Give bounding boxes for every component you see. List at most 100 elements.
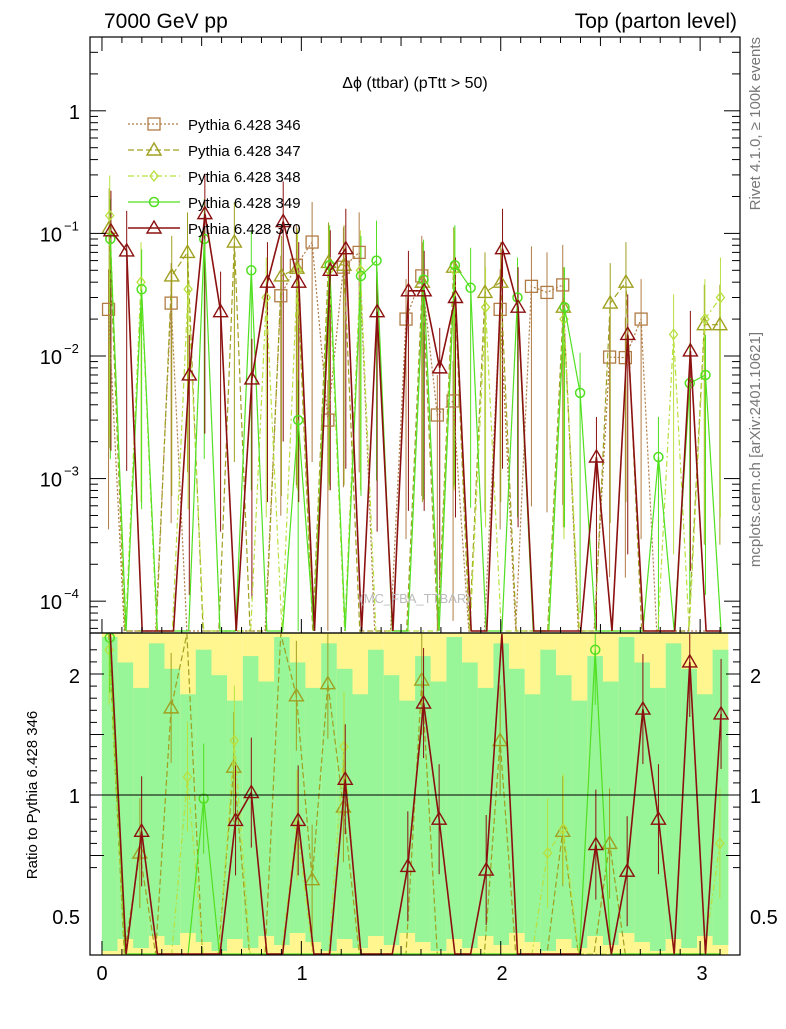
- ratio-point-s370-39: [712, 705, 730, 720]
- ratio-band-green-18: [383, 675, 400, 945]
- point-s347-24: [476, 284, 494, 299]
- ratio-point-s348-28: [542, 847, 553, 860]
- legend-marker-s347: [145, 141, 163, 156]
- ratio-band-green-7: [211, 675, 228, 951]
- main-y-tick-exp-10^-1: −1: [64, 218, 79, 233]
- ratio-band-green-28: [540, 649, 557, 951]
- ratio-band-green-24: [477, 687, 494, 936]
- ratio-band-green-14: [321, 643, 337, 951]
- ratio-band-green-23: [462, 662, 478, 948]
- main-y-tick-exp-10^-3: −3: [64, 464, 79, 479]
- ratio-point-s347-25: [491, 732, 509, 747]
- point-s347-8: [226, 233, 243, 248]
- x-tick-label-3: 3: [696, 963, 707, 985]
- point-s347-32: [601, 294, 619, 309]
- point-s370-22: [447, 289, 464, 304]
- ratio-point-s348-8: [229, 734, 240, 747]
- ratio-point-s370-35: [650, 810, 667, 825]
- point-s348-10: [261, 291, 272, 304]
- legend-label-s346: Pythia 6.428 346: [188, 117, 301, 134]
- ratio-band-green-2: [133, 687, 149, 948]
- point-s349-2: [136, 284, 147, 295]
- point-s348-38: [700, 313, 710, 326]
- ratio-series-group: [104, 632, 730, 955]
- x-tick-label-1: 1: [296, 963, 307, 985]
- ratio-band-green-8: [227, 700, 243, 939]
- x-tick-label-2: 2: [496, 963, 507, 985]
- chart-title: Δϕ (ttbar) (pTtt > 50): [342, 75, 487, 92]
- point-s370-19: [400, 282, 417, 297]
- legend-label-s348: Pythia 6.428 348: [188, 169, 301, 186]
- point-s348-2: [136, 276, 146, 289]
- point-s370-12: [290, 273, 307, 288]
- point-s370-11: [274, 213, 292, 228]
- point-s346-0: [101, 302, 116, 317]
- point-s346-33: [618, 350, 632, 365]
- point-s346-29: [556, 278, 570, 292]
- ratio-point-s370-21: [430, 810, 448, 825]
- point-s370-0: [102, 222, 120, 237]
- point-s349-29: [559, 301, 570, 313]
- ratio-band-green-3: [148, 643, 165, 936]
- ratio-point-s348-0: [104, 643, 114, 656]
- point-s346-13: [305, 235, 319, 249]
- ratio-point-s348-15: [339, 740, 349, 753]
- point-s370-17: [368, 303, 386, 318]
- ratio-point-s347-12: [288, 687, 305, 702]
- point-s348-16: [355, 264, 366, 277]
- point-s347-39: [711, 316, 729, 331]
- legend-label-s370: Pythia 6.428 370: [188, 221, 301, 238]
- ratio-point-s347-2: [131, 844, 149, 859]
- ratio-band-green-38: [697, 694, 713, 936]
- series-line-s347: [108, 228, 720, 632]
- ratio-y-tick-0.5: 0.5: [52, 907, 80, 929]
- ratio-point-s347-20: [413, 671, 430, 686]
- ratio-band-green-33: [618, 637, 635, 933]
- main-series-group: [100, 205, 729, 632]
- ratio-band-green-17: [368, 649, 384, 936]
- point-s349-23: [465, 282, 476, 294]
- side-label-bottom: mcplots.cern.ch [arXiv:2401.10621]: [747, 332, 764, 567]
- point-s349-9: [246, 265, 257, 276]
- legend-marker-s370: [145, 219, 163, 234]
- legend-marker-s348: [149, 169, 159, 183]
- point-s349-35: [653, 451, 664, 463]
- point-s346-27: [524, 279, 539, 293]
- point-s349-12: [292, 414, 304, 426]
- ratio-point-s370-31: [587, 836, 605, 851]
- point-s370-15: [337, 240, 355, 255]
- ratio-y-tick-2: 2: [69, 666, 80, 688]
- point-s370-10: [259, 273, 276, 288]
- header-left: 7000 GeV pp: [104, 10, 228, 33]
- ratio-point-s370-12: [289, 812, 307, 827]
- point-s349-30: [574, 387, 586, 399]
- ratio-y-axis-label: Ratio to Pythia 6.428 346: [24, 711, 41, 879]
- ratio-series-s349: [104, 632, 721, 955]
- ratio-series-s370: [109, 633, 730, 955]
- ratio-band-green-37: [681, 668, 698, 948]
- legend-marker-s346: [147, 117, 161, 131]
- point-s346-28: [540, 285, 554, 300]
- header-right: Top (parton level): [575, 10, 737, 33]
- main-y-tick-10^-3: 10: [40, 470, 62, 492]
- ratio-band-green-11: [274, 637, 290, 945]
- ratio-y-tick-1-right: 1: [750, 786, 761, 808]
- ratio-band-green-27: [524, 694, 541, 942]
- point-s349-38: [700, 369, 711, 381]
- ratio-point-s349-31: [589, 644, 601, 656]
- main-y-tick-10^-2: 10: [40, 347, 62, 369]
- point-s348-5: [183, 283, 193, 296]
- legend-label-s349: Pythia 6.428 349: [188, 195, 301, 212]
- ratio-point-s370-33: [618, 862, 636, 877]
- ratio-point-s370-19: [399, 858, 417, 873]
- main-y-tick-1: 1: [69, 102, 80, 124]
- main-y-tick-exp-10^-4: −4: [64, 586, 79, 601]
- ratio-band-green-9: [242, 656, 259, 948]
- legend: Pythia 6.428 346 Pythia 6.428 347 Pythia 6…: [128, 117, 301, 238]
- ratio-band-green-22: [446, 637, 463, 939]
- series-line-s370: [110, 213, 722, 632]
- point-s349-37: [684, 377, 696, 389]
- ratio-point-s348-29: [558, 822, 569, 835]
- point-s346-16: [352, 245, 366, 260]
- ratio-band-green-10: [258, 681, 275, 936]
